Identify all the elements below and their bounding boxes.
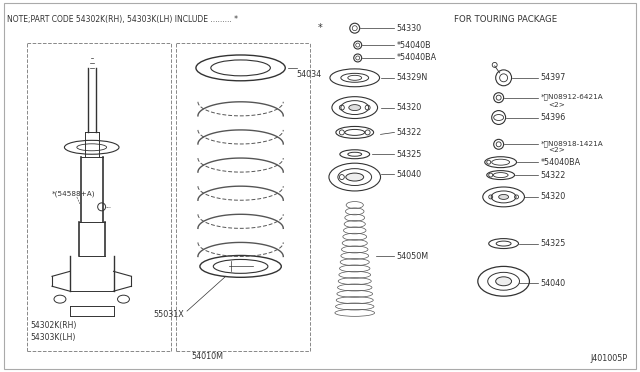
Text: 54303K(LH): 54303K(LH) [30, 333, 76, 342]
Text: *54040BA: *54040BA [540, 158, 580, 167]
Text: 54322: 54322 [396, 128, 422, 137]
Ellipse shape [349, 105, 361, 110]
Text: 54396: 54396 [540, 113, 566, 122]
Text: 54329N: 54329N [396, 73, 428, 82]
Text: FOR TOURING PACKAGE: FOR TOURING PACKAGE [454, 15, 557, 24]
Text: 54034: 54034 [296, 70, 321, 79]
Ellipse shape [499, 195, 509, 199]
Ellipse shape [346, 173, 364, 181]
Text: 54397: 54397 [540, 73, 566, 82]
Text: 54320: 54320 [396, 103, 422, 112]
Text: 54325: 54325 [396, 150, 422, 159]
Text: 54050M: 54050M [396, 252, 429, 261]
Ellipse shape [495, 277, 511, 286]
Text: *: * [318, 23, 323, 33]
Text: *54040BA: *54040BA [396, 54, 436, 62]
Text: 54040: 54040 [396, 170, 422, 179]
Text: 55031X: 55031X [153, 310, 184, 318]
Text: *ⓃN08918-1421A: *ⓃN08918-1421A [540, 140, 603, 147]
Text: 54322: 54322 [540, 171, 566, 180]
Text: 54010M: 54010M [191, 352, 223, 361]
Text: <2>: <2> [548, 102, 565, 108]
Text: *ⓃN08912-6421A: *ⓃN08912-6421A [540, 93, 603, 100]
Text: *54040B: *54040B [396, 41, 431, 49]
Text: 54325: 54325 [540, 239, 566, 248]
Text: 54330: 54330 [396, 24, 422, 33]
Text: *(54588+A): *(54588+A) [52, 191, 95, 197]
Text: NOTE;PART CODE 54302K(RH), 54303K(LH) INCLUDE ......... *: NOTE;PART CODE 54302K(RH), 54303K(LH) IN… [7, 15, 238, 24]
Text: 54040: 54040 [540, 279, 566, 288]
Text: 54302K(RH): 54302K(RH) [30, 321, 77, 330]
Text: <2>: <2> [548, 147, 565, 153]
Text: 54320: 54320 [540, 192, 566, 201]
Text: J401005P: J401005P [591, 354, 628, 363]
